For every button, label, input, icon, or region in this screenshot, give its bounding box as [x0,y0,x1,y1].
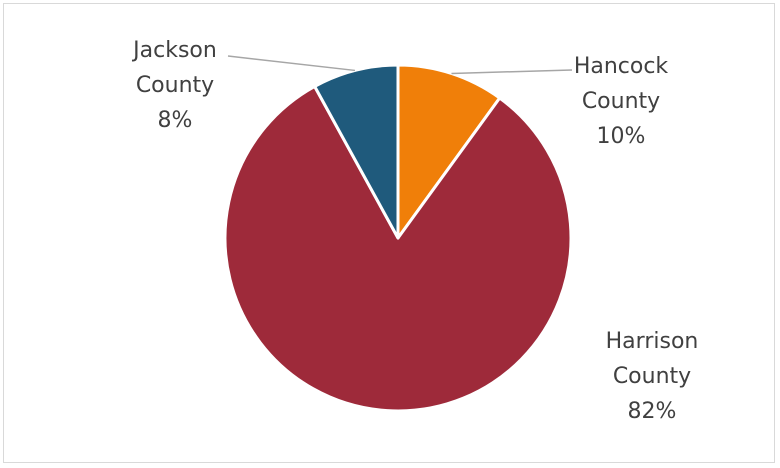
slice-label-hancock-percent: 10% [597,124,646,149]
slice-label-harrison: Harrison County 82% [606,329,699,424]
slice-label-jackson: Jackson County 8% [131,38,217,133]
leader-lines [227,55,573,75]
slice-label-hancock-line2: County [582,89,660,114]
pie-slice-harrison [223,84,573,413]
slice-label-harrison-line1: Harrison [606,329,699,354]
pie-slice-jackson [313,63,400,240]
slice-label-jackson-line2: County [136,73,214,98]
leader-line-hancock [451,69,573,75]
slice-label-harrison-percent: 82% [628,399,677,424]
slice-label-harrison-line2: County [613,364,691,389]
slice-label-hancock: Hancock County 10% [574,54,669,149]
pie-slices [223,63,573,413]
slice-label-jackson-line1: Jackson [131,38,217,63]
slice-label-hancock-line1: Hancock [574,54,669,79]
slice-label-jackson-percent: 8% [158,108,193,133]
leader-line-jackson [227,55,356,72]
